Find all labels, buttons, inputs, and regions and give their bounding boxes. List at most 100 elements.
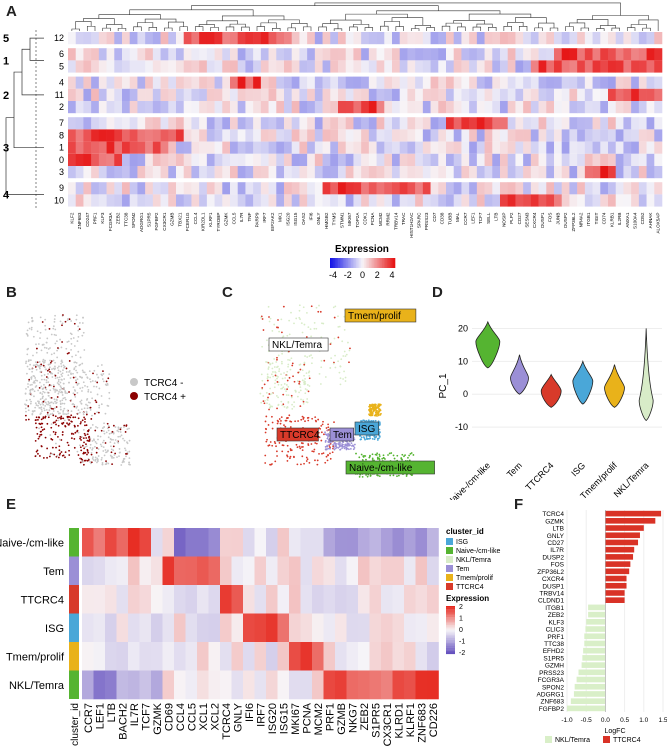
heatmap-a-cell bbox=[253, 48, 262, 61]
umap-point bbox=[94, 441, 97, 443]
umap-point bbox=[39, 434, 42, 436]
heatmap-a-cell bbox=[75, 141, 84, 154]
bar-category-label: ZFP36L2 bbox=[537, 569, 564, 576]
umap-point bbox=[70, 399, 73, 401]
umap-point bbox=[62, 417, 65, 420]
heatmap-e-cell bbox=[185, 670, 198, 700]
heatmap-a-cell bbox=[183, 48, 192, 61]
heatmap-a-cell bbox=[160, 182, 169, 195]
heatmap-a-cell bbox=[422, 117, 431, 130]
umap-point bbox=[114, 426, 117, 428]
heatmap-a-cell bbox=[276, 101, 285, 114]
heatmap-a-cell bbox=[415, 182, 424, 195]
heatmap-e-cell bbox=[381, 642, 393, 671]
umap-point bbox=[339, 383, 342, 386]
heatmap-e-cell bbox=[312, 670, 324, 700]
umap-point bbox=[97, 438, 99, 441]
legend-gradient-step bbox=[360, 258, 363, 268]
gene-label: FGFBP2 bbox=[154, 212, 159, 230]
umap-point bbox=[42, 387, 45, 390]
heatmap-a-cell bbox=[260, 182, 269, 195]
heatmap-a-cell bbox=[384, 182, 393, 195]
umap-point bbox=[261, 345, 264, 348]
bar-category-label: TRBV14 bbox=[539, 590, 564, 597]
umap-point bbox=[88, 370, 91, 373]
umap-point bbox=[306, 384, 309, 386]
heatmap-a-cell bbox=[160, 88, 169, 101]
heatmap-a-cell bbox=[623, 88, 632, 101]
heatmap-a-cell bbox=[438, 194, 447, 207]
legend-e2-gradient-step bbox=[446, 615, 455, 618]
heatmap-a-cell bbox=[152, 182, 161, 195]
umap-point bbox=[31, 317, 33, 319]
umap-point bbox=[342, 378, 344, 380]
heatmap-a-cell bbox=[106, 182, 115, 195]
umap-point bbox=[307, 390, 310, 393]
umap-point bbox=[46, 411, 49, 414]
bar-mark bbox=[605, 518, 656, 524]
heatmap-a-cell bbox=[314, 88, 323, 101]
umap-point bbox=[123, 439, 126, 442]
umap-point bbox=[53, 320, 56, 323]
umap-point bbox=[61, 372, 64, 375]
umap-point bbox=[325, 433, 328, 436]
umap-point bbox=[94, 445, 96, 448]
umap-point bbox=[67, 423, 70, 426]
umap-point bbox=[81, 362, 84, 365]
umap-point bbox=[353, 438, 356, 441]
heatmap-a-cell bbox=[276, 194, 285, 207]
umap-point bbox=[44, 404, 47, 407]
heatmap-a-cell bbox=[152, 76, 161, 89]
umap-point bbox=[268, 444, 271, 447]
heatmap-a-cell bbox=[214, 129, 223, 142]
bar-mark bbox=[605, 525, 644, 531]
umap-point bbox=[53, 333, 56, 336]
umap-point bbox=[266, 402, 268, 405]
legend-neg-dot bbox=[130, 378, 138, 386]
umap-point bbox=[269, 463, 271, 466]
umap-point bbox=[313, 327, 316, 330]
umap-point bbox=[283, 372, 285, 374]
umap-point bbox=[265, 361, 267, 363]
umap-point bbox=[378, 455, 381, 458]
umap-point bbox=[57, 392, 60, 395]
gene-label: DUSP2 bbox=[563, 212, 568, 228]
dendro-branch bbox=[71, 28, 80, 31]
umap-point bbox=[334, 366, 337, 369]
heatmap-a-cell bbox=[361, 129, 370, 142]
umap-point bbox=[370, 408, 373, 411]
umap-point bbox=[82, 316, 84, 319]
legend-e-label: ISG bbox=[456, 539, 468, 546]
umap-point bbox=[37, 452, 39, 455]
heatmap-a-cell bbox=[145, 32, 154, 45]
heatmap-a-cell bbox=[561, 60, 570, 73]
heatmap-a-cell bbox=[453, 48, 462, 61]
heatmap-a-cell bbox=[530, 32, 539, 45]
umap-point bbox=[274, 442, 277, 445]
heatmap-a-cell bbox=[176, 76, 185, 89]
dendro-branch bbox=[349, 26, 358, 31]
umap-point bbox=[117, 435, 120, 438]
dendro-branch bbox=[414, 24, 431, 29]
umap-point bbox=[408, 454, 411, 457]
umap-point bbox=[57, 347, 59, 349]
heatmap-a-cell bbox=[592, 182, 601, 195]
bar-mark bbox=[588, 604, 606, 611]
umap-point bbox=[384, 458, 386, 460]
umap-point bbox=[36, 433, 39, 435]
umap-point bbox=[328, 440, 330, 442]
umap-point bbox=[370, 412, 372, 415]
umap-point bbox=[60, 373, 63, 376]
heatmap-a-cell bbox=[631, 141, 640, 154]
heatmap-e-cell bbox=[139, 613, 152, 643]
heatmap-a-cell bbox=[577, 76, 586, 89]
umap-point bbox=[56, 454, 59, 457]
dendro-branch bbox=[229, 23, 246, 28]
heatmap-a-cell bbox=[384, 32, 393, 45]
heatmap-a-cell bbox=[237, 194, 246, 207]
heatmap-a-cell bbox=[384, 101, 393, 114]
violin-shape bbox=[572, 359, 594, 405]
umap-point bbox=[68, 454, 71, 456]
heatmap-e-cell bbox=[231, 528, 244, 557]
